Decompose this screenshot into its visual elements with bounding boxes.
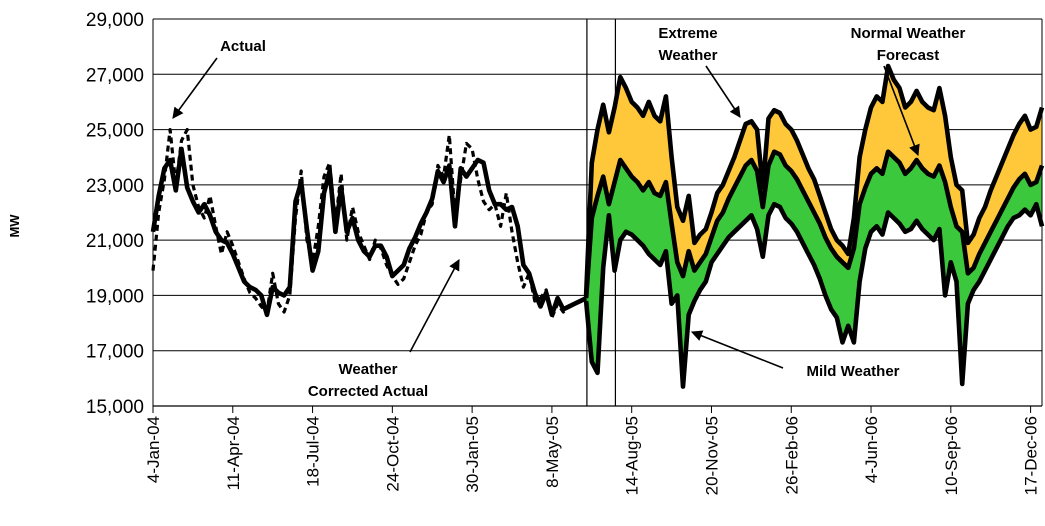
x-tick-label: 26-Feb-06 (782, 416, 801, 494)
annotation-mild-weather: Mild Weather (690, 330, 900, 380)
y-axis-label: MW (7, 214, 22, 238)
actual-line (151, 128, 571, 320)
weather-corrected-actual-line (150, 146, 588, 318)
y-tick-label: 23,000 (86, 176, 144, 197)
y-tick-label: 19,000 (86, 286, 144, 307)
annotation-extreme-weather: Extreme Weather (658, 25, 741, 118)
normal-weather-forecast-line (583, 149, 1045, 299)
x-tick-label: 10-Sep-06 (942, 416, 961, 495)
x-tick-label: 14-Aug-05 (623, 416, 642, 495)
y-tick-label: 27,000 (86, 65, 144, 86)
annotation-arrow (409, 259, 460, 353)
annotations: Actual Extreme Weather Normal Weather Foreca… (172, 25, 966, 400)
annotation-normal-weather-forecast: Normal Weather Forecast (851, 25, 966, 157)
mild-weather-line (583, 201, 1045, 389)
y-tick-label: 25,000 (86, 121, 144, 142)
series-lines (150, 63, 1045, 389)
annotation-actual: Actual (172, 38, 266, 119)
x-tick-label: 8-May-05 (543, 416, 562, 488)
y-tick-label: 15,000 (86, 397, 144, 418)
y-tick-label: 21,000 (86, 231, 144, 252)
x-tick-label: 24-Oct-04 (383, 416, 402, 492)
y-tick-label: 17,000 (86, 342, 144, 363)
mild-weather-band (586, 151, 1042, 387)
annotation-text: Mild Weather (806, 363, 899, 380)
x-tick-label: 4-Jun-06 (862, 416, 881, 483)
x-tick-label: 11-Apr-04 (224, 416, 243, 490)
annotation-weather-corrected-actual: Weather Corrected Actual (308, 259, 460, 400)
x-tick-label: 20-Nov-05 (703, 416, 722, 495)
annotation-text: Actual (220, 38, 266, 55)
x-tick-label: 4-Jan-04 (144, 416, 163, 483)
annotation-arrow (883, 65, 920, 157)
annotation-arrow (705, 65, 741, 118)
annotation-arrow (172, 57, 218, 119)
annotation-arrow (690, 330, 784, 369)
x-tick-label: 30-Jan-05 (463, 416, 482, 493)
x-tick-label: 17-Dec-06 (1022, 416, 1041, 495)
x-tick-label: 18-Jul-04 (304, 416, 323, 487)
annotation-text: Extreme Weather (658, 25, 717, 64)
y-tick-label: 29,000 (86, 10, 144, 31)
annotation-text: Normal Weather Forecast (851, 25, 966, 64)
extreme-weather-line (583, 63, 1045, 296)
annotation-text: Weather Corrected Actual (308, 361, 428, 400)
axes: 15,000 17,000 19,000 21,000 23,000 25,000 27,0… (86, 10, 1043, 495)
